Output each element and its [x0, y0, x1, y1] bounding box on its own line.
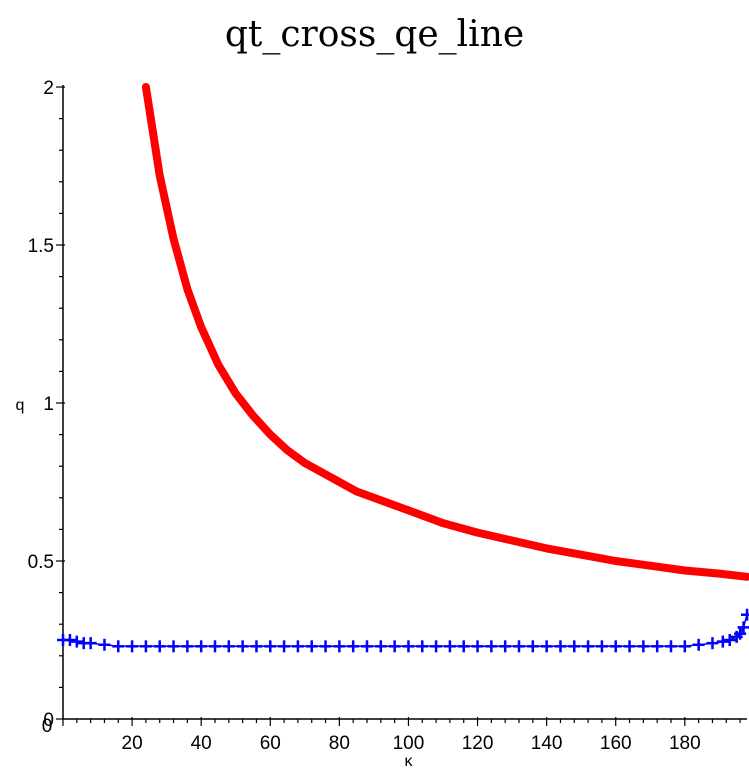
x-tick-label: 180	[669, 733, 701, 754]
series-marker-blue	[264, 640, 277, 653]
series-marker-blue	[457, 640, 470, 653]
series-marker-blue	[84, 637, 97, 650]
series-marker-blue	[443, 640, 456, 653]
series-marker-blue	[716, 635, 729, 648]
x-tick-label: 120	[462, 733, 494, 754]
series-marker-blue	[623, 640, 636, 653]
series-marker-blue	[291, 640, 304, 653]
x-tick-label: 140	[531, 733, 563, 754]
y-tick-label: 1	[43, 394, 54, 415]
series-marker-blue	[70, 635, 83, 648]
chart-title: qt_cross_qe_line	[224, 14, 525, 55]
series-marker-blue	[388, 640, 401, 653]
series-marker-blue	[250, 640, 263, 653]
series-marker-blue	[319, 640, 332, 653]
series-marker-blue	[347, 640, 360, 653]
y-axis-label: q	[16, 397, 25, 414]
series-marker-blue	[209, 640, 221, 653]
series-marker-blue	[430, 640, 443, 653]
series-marker-blue	[554, 640, 567, 653]
series-marker-blue	[195, 640, 208, 653]
series-marker-blue	[734, 627, 747, 640]
series-marker-blue	[112, 640, 125, 653]
series-marker-blue	[305, 640, 318, 653]
series-marker-blue	[526, 640, 539, 653]
series-marker-blue	[741, 608, 749, 621]
series-marker-blue	[402, 640, 415, 653]
series-marker-blue	[723, 634, 736, 646]
y-tick-label: 0.5	[28, 552, 54, 573]
y-tick-label: 2	[43, 78, 54, 99]
series-marker-blue	[485, 640, 498, 653]
series-marker-blue	[568, 640, 581, 653]
series-marker-blue	[540, 640, 553, 653]
series-marker-blue	[181, 640, 194, 653]
x-axis-label: κ	[404, 753, 413, 770]
series-marker-blue	[126, 640, 139, 653]
series-marker-blue	[278, 640, 291, 653]
x-origin-label: 0	[42, 716, 53, 737]
series-marker-blue	[665, 640, 677, 653]
series-marker-blue	[98, 638, 111, 651]
series-marker-blue	[153, 640, 166, 653]
series-marker-blue	[63, 634, 76, 646]
series-marker-blue	[361, 640, 373, 653]
series-line-red	[141, 83, 749, 581]
series-marker-blue	[737, 621, 749, 634]
x-tick-label: 60	[260, 733, 281, 754]
series-marker-blue	[595, 640, 608, 653]
series-marker-blue	[678, 640, 691, 653]
y-tick-label: 1.5	[28, 236, 54, 257]
series-marker-blue	[167, 640, 180, 653]
series-layer	[57, 83, 749, 653]
x-tick-label: 40	[191, 733, 212, 754]
series-marker-blue	[236, 640, 249, 653]
series-marker-blue	[609, 640, 622, 653]
series-marker-blue	[333, 640, 346, 653]
series-marker-blue	[637, 640, 650, 653]
series-marker-blue	[222, 640, 235, 653]
series-marker-blue	[513, 640, 525, 653]
y-tick-label: 0	[43, 710, 54, 731]
x-tick-label: 80	[329, 733, 350, 754]
series-marker-blue	[374, 640, 387, 653]
series-marker-blue	[416, 640, 429, 653]
series-marker-blue	[706, 637, 719, 650]
series-marker-blue	[692, 638, 705, 651]
x-tick-label: 20	[122, 733, 143, 754]
x-tick-label: 100	[393, 733, 425, 754]
series-marker-blue	[471, 640, 484, 653]
axes	[56, 85, 747, 726]
series-marker-blue	[651, 640, 664, 653]
series-marker-blue	[139, 640, 152, 653]
x-tick-label: 160	[600, 733, 632, 754]
series-marker-blue	[499, 640, 512, 653]
series-marker-blue	[582, 640, 595, 653]
